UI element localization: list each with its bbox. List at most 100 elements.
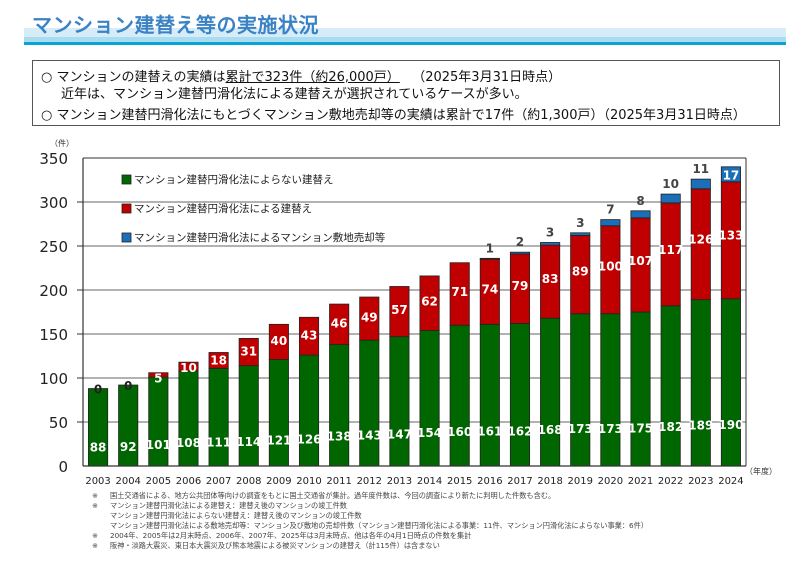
bar-segment — [329, 303, 350, 345]
x-tick-label: 2004 — [115, 476, 140, 487]
data-label: 40 — [271, 334, 288, 348]
x-tick-label: 2010 — [296, 476, 321, 487]
x-tick-label: 2014 — [417, 476, 442, 487]
x-tick-label: 2022 — [658, 476, 683, 487]
x-axis-label: （年度） — [745, 466, 777, 476]
x-tick-label: 2003 — [85, 476, 110, 487]
data-label: 89 — [572, 265, 589, 279]
data-label: 10 — [662, 177, 679, 191]
bar-segment — [419, 330, 440, 467]
y-tick-label: 200 — [39, 282, 68, 300]
summary-line-1: ○ マンションの建替えの実績は累計で323件（約26,000戸） （2025年3… — [41, 66, 561, 85]
summary-line-1-date: （2025年3月31日時点） — [412, 70, 562, 85]
footnote-mark: ※ — [92, 531, 99, 540]
bar-segment — [509, 323, 531, 467]
footnotes: ※ 国土交通省による、地方公共団体等向けの調査をもとに国土交通省が集計。過年度件数… — [92, 491, 648, 551]
data-label: 49 — [361, 310, 378, 324]
x-tick-label: 2005 — [146, 476, 171, 487]
data-label: 1 — [486, 241, 494, 255]
data-label: 43 — [301, 328, 318, 342]
title-band-inner — [24, 37, 786, 43]
x-tick-label: 2017 — [507, 476, 532, 487]
data-label: 160 — [447, 425, 472, 439]
data-label: 126 — [688, 233, 713, 247]
data-label: 83 — [542, 272, 559, 286]
data-label: 108 — [176, 436, 201, 450]
bar-segment — [359, 296, 380, 341]
summary-line-1-highlight: 累計で323件（約26,000戸） — [225, 70, 400, 85]
x-tick-label: 2019 — [568, 476, 593, 487]
bullet-icon: ○ — [41, 108, 53, 123]
y-tick-label: 50 — [49, 414, 68, 432]
data-label: 79 — [512, 279, 529, 293]
footnote-mark: ※ — [92, 491, 99, 500]
data-label: 189 — [688, 418, 713, 432]
x-tick-label: 2006 — [176, 476, 201, 487]
data-label: 182 — [658, 420, 683, 434]
data-label: 11 — [692, 162, 709, 176]
bar-segment — [449, 324, 470, 467]
bar-segment — [178, 361, 199, 372]
data-label: 17 — [723, 168, 740, 182]
data-label: 175 — [628, 422, 653, 436]
data-label: 2 — [516, 235, 524, 249]
x-tick-label: 2020 — [598, 476, 623, 487]
data-label: 7 — [606, 203, 614, 217]
data-label: 126 — [296, 432, 321, 446]
footnote-text: 2004年、2005年は2月末時点、2006年、2007年、2025年は3月末時… — [110, 531, 472, 540]
data-label: 31 — [240, 345, 257, 359]
legend: マンション建替円滑化法によらない建替えマンション建替円滑化法による建替えマンショ… — [121, 173, 386, 244]
x-tick-label: 2016 — [477, 476, 502, 487]
footnote: ※ 国土交通省による、地方公共団体等向けの調査をもとに国土交通省が集計。過年度件数… — [92, 491, 648, 501]
footnote-text: マンション建替円滑化法による敷地売却等：マンション及び敷地の売却件数（マンション… — [110, 521, 648, 530]
y-axis-label: （件） — [50, 138, 74, 148]
data-label: 46 — [331, 316, 348, 330]
bar-segment — [208, 367, 229, 467]
legend-label: マンション建替円滑化法によるマンション敷地売却等 — [134, 231, 386, 244]
summary-line-2: 近年は、マンション建替円滑化法による建替えが選択されているケースが多い。 — [61, 87, 528, 102]
data-label: 92 — [120, 440, 137, 454]
bar-segment — [238, 365, 259, 467]
data-label: 114 — [236, 435, 261, 449]
data-label: 154 — [417, 426, 442, 440]
y-tick-label: 150 — [39, 326, 68, 344]
legend-swatch — [121, 232, 132, 243]
bar-segment — [660, 305, 681, 467]
bar-segment — [148, 376, 169, 467]
page-title: マンション建替え等の実施状況 — [32, 13, 319, 37]
bar-segment — [570, 232, 591, 236]
data-label: 133 — [718, 228, 743, 242]
data-label: 3 — [576, 216, 584, 230]
x-tick-label: 2015 — [447, 476, 472, 487]
bar-segment — [720, 166, 741, 183]
bar-segment — [690, 178, 711, 190]
data-label: 138 — [327, 430, 352, 444]
bar-segment — [479, 323, 500, 467]
data-label: 111 — [206, 436, 231, 450]
legend-label: マンション建替円滑化法による建替え — [134, 202, 312, 215]
y-tick-label: 250 — [39, 238, 68, 256]
y-tick-label: 0 — [58, 458, 68, 476]
x-tick-label: 2009 — [266, 476, 291, 487]
data-label: 162 — [507, 424, 532, 438]
footnote-text: マンション建替円滑化法によらない建替え：建替え後のマンションの竣工件数 — [110, 511, 362, 520]
data-label: 18 — [210, 354, 227, 368]
bar-segment — [600, 219, 621, 227]
bar-segment — [690, 299, 711, 467]
bar-segment — [268, 323, 289, 360]
bar-segment — [479, 257, 500, 260]
data-label: 100 — [598, 259, 623, 273]
bar-segment — [389, 336, 410, 467]
summary-line-1-prefix: マンションの建替えの実績は — [56, 70, 226, 85]
legend-swatch — [121, 174, 132, 185]
x-tick-label: 2012 — [357, 476, 382, 487]
bar-segment — [118, 384, 139, 467]
data-label: 147 — [387, 428, 412, 442]
data-label: 57 — [391, 303, 408, 317]
bar-segment — [148, 372, 169, 378]
footnote-text: 国土交通省による、地方公共団体等向けの調査をもとに国土交通省が集計。過年度件数は… — [110, 491, 556, 500]
data-label: 190 — [718, 418, 743, 432]
data-label: 8 — [636, 194, 644, 208]
x-tick-label: 2021 — [628, 476, 653, 487]
data-label: 0 — [94, 383, 102, 397]
